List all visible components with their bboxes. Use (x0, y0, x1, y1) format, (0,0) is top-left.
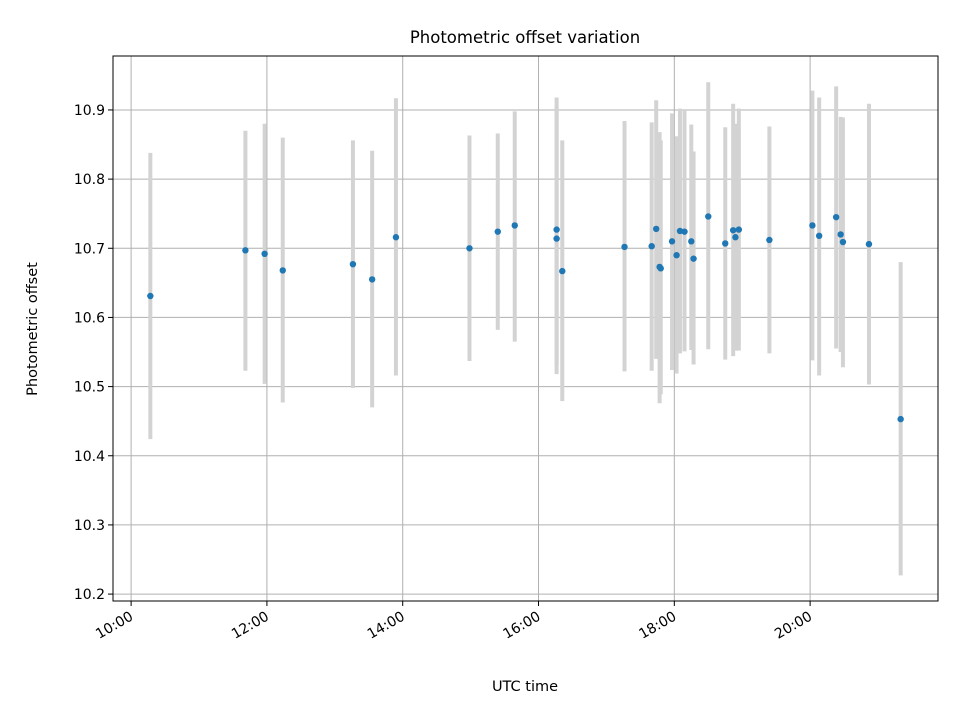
data-point (690, 255, 697, 262)
data-point (809, 222, 816, 229)
y-tick-label: 10.7 (74, 241, 105, 257)
x-axis-label: UTC time (492, 679, 558, 695)
y-tick-label: 10.6 (74, 310, 105, 326)
data-point (368, 276, 376, 283)
data-point (653, 225, 660, 233)
data-point (621, 243, 628, 251)
data-point (766, 236, 773, 244)
data-point (392, 234, 400, 241)
y-tick-label: 10.8 (74, 172, 105, 188)
data-point (657, 265, 664, 272)
data-point (681, 228, 688, 235)
data-point (865, 240, 873, 248)
data-point (279, 267, 286, 274)
y-axis-ticks: 10.2 10.3 10.4 10.5 10.6 10.7 10.8 10.9 (74, 103, 113, 603)
data-point (261, 250, 268, 258)
data-point (732, 234, 739, 241)
y-tick-label: 10.4 (74, 449, 105, 465)
data-point (668, 238, 676, 245)
data-point (897, 415, 904, 423)
data-point (688, 238, 695, 245)
chart-title: Photometric offset variation (410, 28, 640, 47)
data-point (511, 222, 518, 229)
data-points (147, 213, 904, 423)
data-point (466, 245, 473, 252)
data-point (705, 213, 712, 220)
grid-lines (113, 56, 938, 601)
plot-frame (112, 55, 939, 602)
y-tick-label: 10.2 (74, 587, 105, 603)
data-point (147, 292, 154, 300)
data-point (673, 251, 680, 259)
y-tick-label: 10.9 (74, 103, 105, 119)
y-tick-label: 10.3 (74, 518, 105, 534)
data-point (839, 238, 847, 246)
data-point (735, 226, 743, 233)
y-tick-label: 10.5 (74, 380, 105, 396)
y-axis-label: Photometric offset (25, 262, 41, 396)
data-point (837, 231, 844, 238)
data-point (242, 247, 249, 254)
data-point (553, 235, 560, 242)
data-point (832, 213, 840, 221)
data-point (559, 267, 566, 275)
data-point (815, 232, 823, 240)
data-point (648, 242, 655, 250)
data-point (494, 228, 501, 235)
data-point (729, 227, 737, 234)
data-point (349, 260, 357, 268)
data-point (722, 240, 729, 247)
data-point (553, 226, 560, 233)
